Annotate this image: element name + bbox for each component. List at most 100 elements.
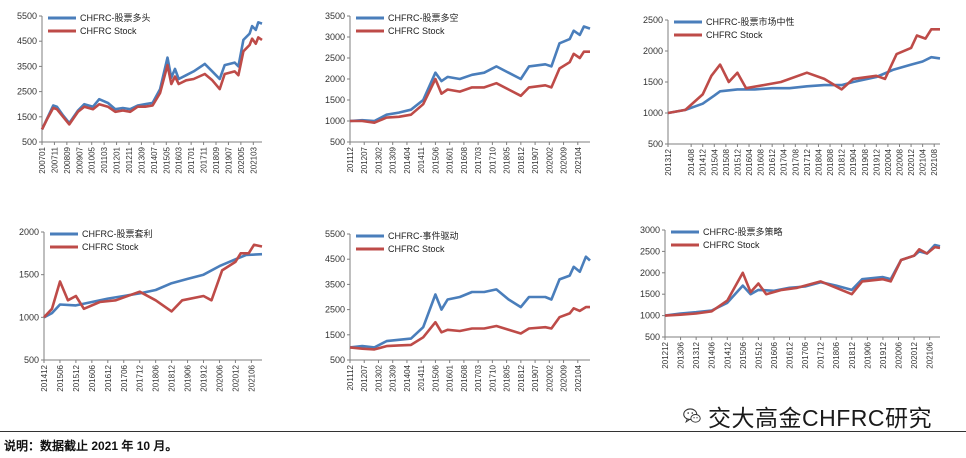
x-tick-label: 201312	[692, 341, 701, 368]
legend-label: CHFRC-股票多头	[80, 12, 151, 23]
x-tick-label: 201812	[517, 146, 526, 173]
series-line-stock	[667, 28, 940, 115]
x-tick-label: 201906	[863, 341, 872, 368]
y-tick-label: 1500	[17, 112, 37, 122]
x-tick-label: 202106	[926, 341, 935, 368]
x-tick-label: 201710	[488, 364, 497, 391]
x-tick-label: 201207	[360, 146, 369, 173]
x-tick-label: 201708	[791, 148, 800, 175]
y-tick-label: 500	[645, 332, 660, 342]
x-tick-label: 201306	[677, 341, 686, 368]
wechat-icon	[683, 408, 701, 424]
x-tick-label: 201406	[708, 341, 717, 368]
x-tick-label: 201712	[136, 364, 145, 391]
x-tick-label: 201907	[531, 364, 540, 391]
legend-label: CHFRC Stock	[82, 242, 139, 252]
x-tick-label: 201804	[814, 148, 823, 175]
x-tick-label: 202004	[884, 148, 893, 175]
series-line-index	[349, 255, 591, 349]
x-tick-label: 202008	[895, 148, 904, 175]
series-line-stock	[40, 36, 263, 130]
x-tick-label: 201512	[754, 341, 763, 368]
x-tick-label: 202106	[247, 364, 256, 391]
x-tick-label: 201612	[786, 341, 795, 368]
y-tick-label: 2000	[643, 46, 663, 56]
x-tick-label: 201211	[125, 146, 134, 173]
x-tick-label: 201612	[104, 364, 113, 391]
x-tick-label: 201312	[664, 148, 673, 175]
x-tick-label: 201508	[722, 148, 731, 175]
x-tick-label: 201912	[879, 341, 888, 368]
charts-area: 500 1500 2500 3500 4500 5500 200701 200711 20080…	[17, 11, 941, 392]
x-tick-label: 202104	[574, 146, 583, 173]
x-tick-label: 201912	[872, 148, 881, 175]
x-tick-label: 201703	[474, 364, 483, 391]
legend-label: CHFRC Stock	[706, 30, 763, 40]
x-tick-label: 201809	[212, 146, 221, 173]
x-tick-label: 201407	[150, 146, 159, 173]
legend-label: CHFRC-股票套利	[82, 228, 153, 239]
x-tick-label: 201704	[780, 148, 789, 175]
x-tick-label: 201805	[503, 146, 512, 173]
x-tick-label: 201212	[661, 341, 670, 368]
x-tick-label: 201603	[175, 146, 184, 173]
x-tick-label: 202006	[894, 341, 903, 368]
x-tick-label: 200711	[50, 146, 59, 173]
x-tick-label: 200701	[38, 146, 47, 173]
y-tick-label: 500	[330, 137, 345, 147]
watermark: 交大高金CHFRC研究	[682, 398, 932, 434]
legend-label: CHFRC-事件驱动	[388, 230, 459, 241]
series-line-index	[664, 243, 941, 317]
y-tick-label: 2000	[640, 268, 660, 278]
chart-panel-6: 500 1000 1500 2000 2500 3000 201212 201306 20131…	[640, 225, 941, 369]
x-tick-label: 202009	[560, 364, 569, 391]
x-tick-label: 201506	[431, 146, 440, 173]
y-tick-label: 1000	[19, 312, 39, 322]
x-tick-label: 201608	[757, 148, 766, 175]
chart-panel-1: 500 1500 2500 3500 4500 5500 200701 200711 20080…	[17, 11, 263, 174]
x-tick-label: 201812	[517, 364, 526, 391]
x-tick-label: 201812	[838, 148, 847, 175]
x-tick-label: 201201	[113, 146, 122, 173]
x-tick-label: 201412	[723, 341, 732, 368]
x-tick-label: 201812	[848, 341, 857, 368]
x-tick-label: 201601	[446, 364, 455, 391]
x-tick-label: 201404	[403, 146, 412, 173]
x-tick-label: 201505	[162, 146, 171, 173]
x-tick-label: 201302	[374, 146, 383, 173]
chart-panel-2: 500 1000 1500 2000 2500 3000 3500 201112 201207 2…	[325, 11, 591, 174]
x-tick-label: 201808	[826, 148, 835, 175]
y-tick-label: 3500	[325, 11, 345, 21]
x-tick-label: 201912	[200, 364, 209, 391]
x-tick-label: 201608	[460, 146, 469, 173]
x-tick-label: 201706	[801, 341, 810, 368]
x-tick-label: 201706	[120, 364, 129, 391]
y-tick-label: 5500	[325, 229, 345, 239]
legend-label: CHFRC Stock	[80, 26, 137, 36]
x-tick-label: 201703	[474, 146, 483, 173]
x-tick-label: 201112	[346, 364, 355, 390]
y-tick-label: 5500	[17, 11, 37, 21]
footnote: 说明：数据截止 2021 年 10 月。	[4, 439, 178, 453]
x-tick-label: 202012	[910, 341, 919, 368]
x-tick-label: 201711	[200, 146, 209, 173]
x-tick-label: 201412	[699, 148, 708, 175]
x-tick-label: 201805	[503, 364, 512, 391]
x-tick-label: 201908	[861, 148, 870, 175]
x-tick-label: 201806	[832, 341, 841, 368]
legend-label: CHFRC-股票多策略	[703, 226, 783, 237]
x-tick-label: 202104	[574, 364, 583, 391]
x-tick-label: 201005	[88, 146, 97, 173]
watermark-text: 交大高金CHFRC研究	[708, 405, 932, 431]
x-tick-label: 202104	[919, 148, 928, 175]
series-line-index	[667, 55, 941, 115]
x-tick-label: 201207	[360, 364, 369, 391]
y-tick-label: 3000	[325, 32, 345, 42]
chart-panel-4: 500 1000 1500 2000 201412 201506 201512 201606 2…	[19, 227, 263, 392]
y-tick-label: 2500	[17, 87, 37, 97]
y-tick-label: 3000	[640, 225, 660, 235]
x-tick-label: 201404	[403, 364, 412, 391]
y-tick-label: 500	[648, 139, 663, 149]
x-tick-label: 202002	[545, 146, 554, 173]
x-tick-label: 201806	[152, 364, 161, 391]
